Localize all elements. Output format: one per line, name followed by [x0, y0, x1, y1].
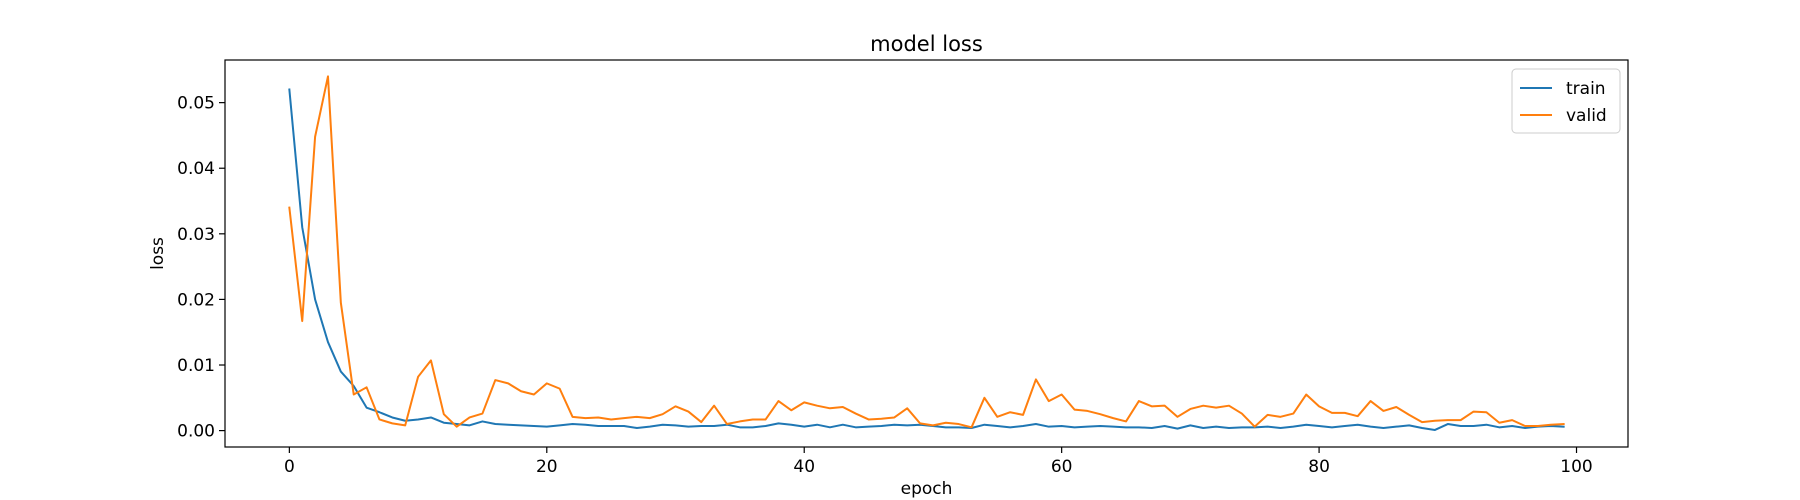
y-axis-title: loss [148, 237, 168, 270]
y-tick-label: 0.04 [177, 159, 215, 179]
x-tick-label: 20 [536, 457, 558, 477]
legend-label-valid: valid [1566, 106, 1607, 126]
plot-frame [224, 59, 1629, 448]
legend: train valid [1511, 68, 1621, 134]
chart-title: model loss [870, 32, 983, 56]
y-tick-label: 0.01 [177, 356, 215, 376]
legend-label-train: train [1566, 79, 1606, 99]
y-tick-label: 0.00 [177, 422, 215, 442]
series-layer [288, 75, 1565, 431]
ticks-layer: 0 20 40 60 80 100 0.00 0.01 0.02 0.03 0.04 0.05 [177, 94, 1593, 477]
x-tick-label: 40 [793, 457, 815, 477]
x-tick-label: 0 [284, 457, 295, 477]
series-line-train [288, 88, 1565, 431]
y-tick-label: 0.02 [177, 290, 215, 310]
series-line-valid [288, 75, 1565, 429]
x-tick-label: 60 [1051, 457, 1073, 477]
y-tick-label: 0.05 [177, 94, 215, 114]
x-axis-title: epoch [901, 479, 953, 499]
y-tick-label: 0.03 [177, 225, 215, 245]
x-tick-label: 80 [1308, 457, 1330, 477]
x-tick-label: 100 [1560, 457, 1592, 477]
legend-box [1511, 68, 1621, 134]
axes-layer [224, 59, 1629, 448]
